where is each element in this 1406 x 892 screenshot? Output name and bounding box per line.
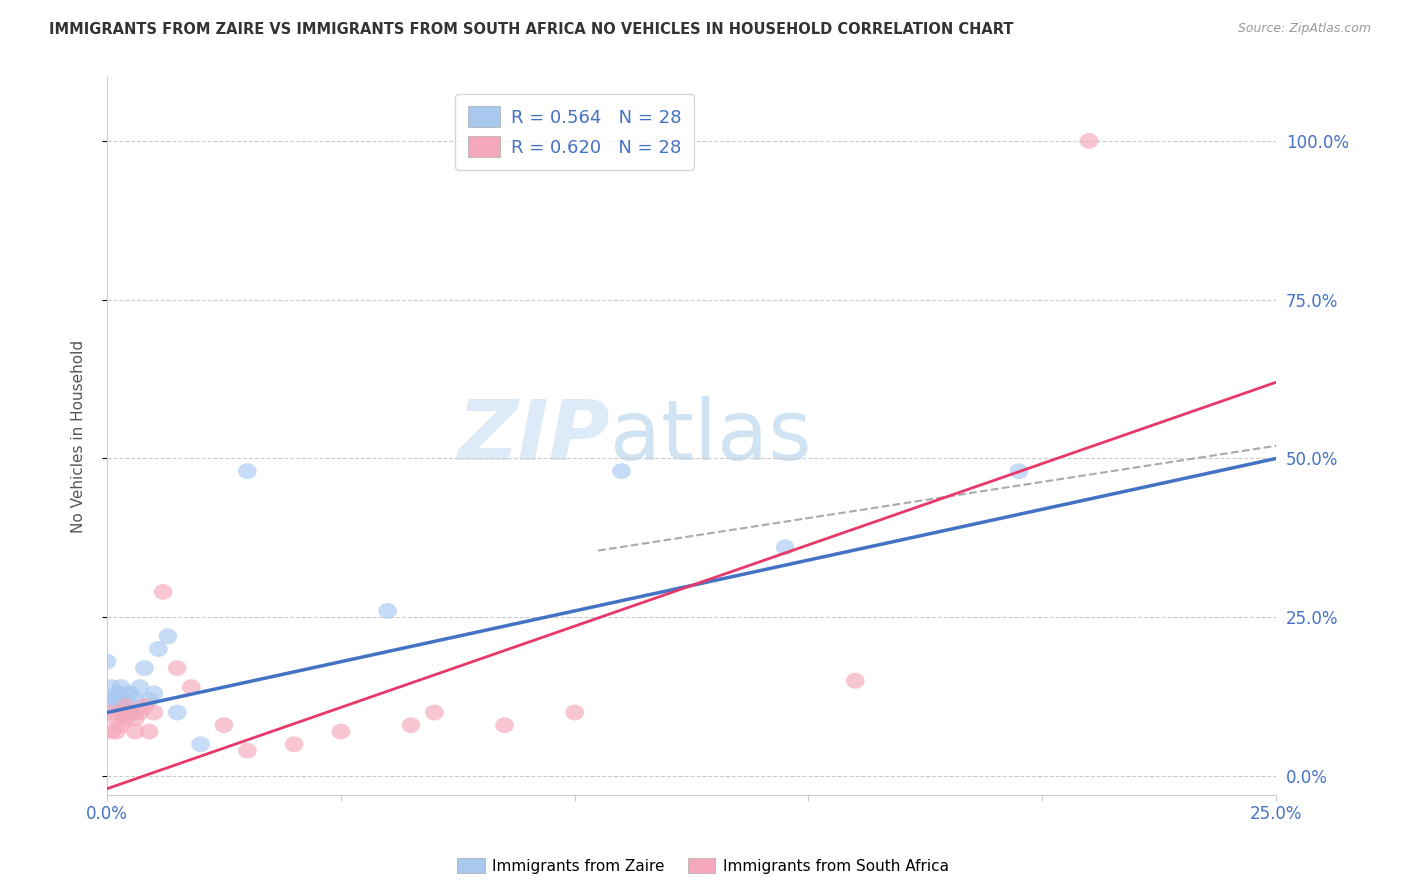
Ellipse shape	[117, 711, 135, 727]
Ellipse shape	[135, 698, 153, 714]
Ellipse shape	[121, 698, 139, 714]
Ellipse shape	[425, 705, 444, 721]
Ellipse shape	[332, 723, 350, 739]
Ellipse shape	[1080, 133, 1098, 149]
Ellipse shape	[111, 692, 131, 707]
Ellipse shape	[238, 743, 257, 758]
Ellipse shape	[131, 679, 149, 695]
Ellipse shape	[125, 705, 145, 721]
Ellipse shape	[125, 692, 145, 707]
Ellipse shape	[103, 679, 121, 695]
Ellipse shape	[98, 654, 117, 670]
Ellipse shape	[565, 705, 583, 721]
Ellipse shape	[145, 686, 163, 701]
Ellipse shape	[238, 463, 257, 479]
Ellipse shape	[121, 686, 139, 701]
Ellipse shape	[181, 679, 201, 695]
Ellipse shape	[111, 705, 131, 721]
Ellipse shape	[117, 686, 135, 701]
Ellipse shape	[111, 717, 131, 733]
Ellipse shape	[495, 717, 515, 733]
Ellipse shape	[125, 711, 145, 727]
Ellipse shape	[117, 705, 135, 721]
Ellipse shape	[103, 705, 121, 721]
Ellipse shape	[131, 705, 149, 721]
Ellipse shape	[145, 705, 163, 721]
Ellipse shape	[125, 723, 145, 739]
Ellipse shape	[107, 723, 125, 739]
Ellipse shape	[612, 463, 631, 479]
Ellipse shape	[776, 540, 794, 556]
Legend: Immigrants from Zaire, Immigrants from South Africa: Immigrants from Zaire, Immigrants from S…	[451, 852, 955, 880]
Ellipse shape	[107, 711, 125, 727]
Ellipse shape	[139, 692, 159, 707]
Ellipse shape	[103, 723, 121, 739]
Ellipse shape	[117, 698, 135, 714]
Ellipse shape	[107, 692, 125, 707]
Ellipse shape	[167, 705, 187, 721]
Ellipse shape	[846, 673, 865, 689]
Ellipse shape	[149, 641, 167, 657]
Text: IMMIGRANTS FROM ZAIRE VS IMMIGRANTS FROM SOUTH AFRICA NO VEHICLES IN HOUSEHOLD C: IMMIGRANTS FROM ZAIRE VS IMMIGRANTS FROM…	[49, 22, 1014, 37]
Ellipse shape	[159, 628, 177, 644]
Ellipse shape	[191, 736, 209, 752]
Ellipse shape	[153, 584, 173, 599]
Legend: R = 0.564   N = 28, R = 0.620   N = 28: R = 0.564 N = 28, R = 0.620 N = 28	[456, 94, 695, 169]
Ellipse shape	[402, 717, 420, 733]
Text: atlas: atlas	[610, 396, 811, 476]
Ellipse shape	[215, 717, 233, 733]
Ellipse shape	[378, 603, 396, 619]
Ellipse shape	[111, 679, 131, 695]
Text: Source: ZipAtlas.com: Source: ZipAtlas.com	[1237, 22, 1371, 36]
Ellipse shape	[121, 705, 139, 721]
Ellipse shape	[103, 692, 121, 707]
Ellipse shape	[167, 660, 187, 676]
Ellipse shape	[1010, 463, 1028, 479]
Text: ZIP: ZIP	[457, 396, 610, 476]
Ellipse shape	[107, 698, 125, 714]
Ellipse shape	[107, 686, 125, 701]
Ellipse shape	[135, 660, 153, 676]
Ellipse shape	[139, 723, 159, 739]
Ellipse shape	[285, 736, 304, 752]
Ellipse shape	[111, 698, 131, 714]
Y-axis label: No Vehicles in Household: No Vehicles in Household	[72, 340, 86, 533]
